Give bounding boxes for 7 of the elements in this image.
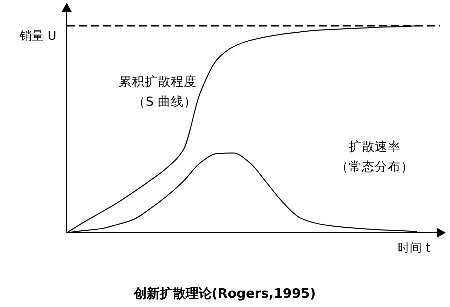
annotation: 累积扩散程度 (119, 74, 197, 89)
x-axis-title: 时间 t (398, 241, 431, 255)
annotation: 扩散速率 (349, 139, 401, 154)
text: 创新扩散理论(Rogers,1995) (132, 286, 316, 302)
annotation: （常态分布） (336, 159, 414, 174)
annotation: （S 曲线） (133, 94, 197, 109)
y-axis-title: 销量 U (19, 29, 57, 43)
